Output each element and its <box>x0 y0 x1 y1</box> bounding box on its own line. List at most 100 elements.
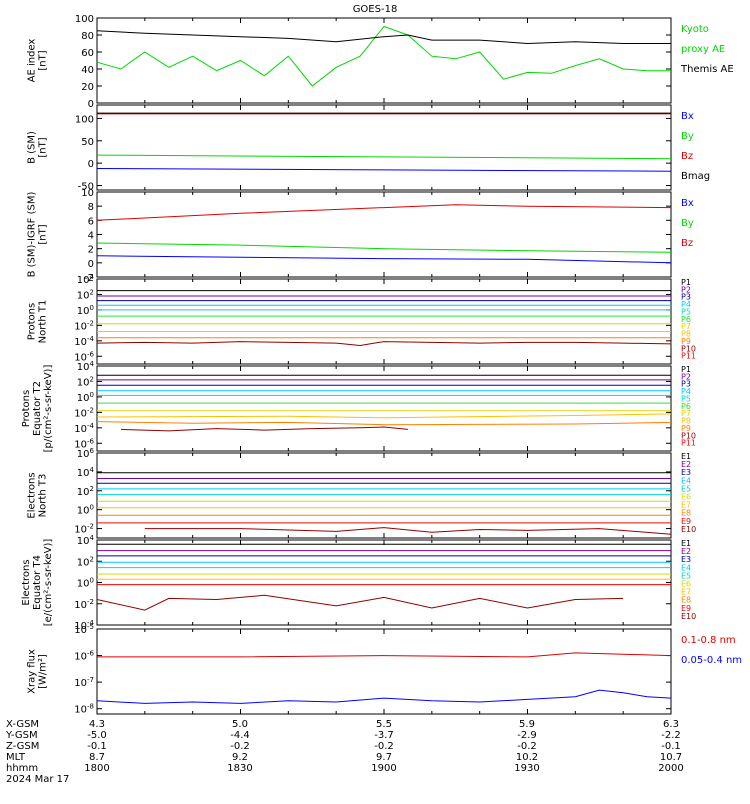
y-axis-label: [W/m²] <box>38 654 49 689</box>
legend-entry: P4 <box>681 387 691 396</box>
y-tick-label: 80 <box>81 31 94 42</box>
y-axis-label: [e/(cm²-s-sr-keV)] <box>43 539 54 627</box>
legend-entry: P4 <box>681 300 691 309</box>
y-axis-label: Protons <box>27 303 38 340</box>
y-tick-label: 10-2 <box>74 406 94 419</box>
y-tick-label: 8 <box>88 202 94 213</box>
footer-value: 1930 <box>514 763 539 774</box>
panel-frame-2 <box>96 104 672 191</box>
y-axis-label: Xray flux <box>27 649 38 694</box>
panel-frame-3 <box>96 191 672 278</box>
legend-entry: E7 <box>681 588 691 597</box>
footer-value: 10.7 <box>660 752 682 763</box>
panel-frame-8 <box>96 628 672 715</box>
y-axis-label: [nT] <box>38 50 49 70</box>
y-tick-label: 102 <box>77 485 94 498</box>
y-tick-label: 100 <box>77 391 94 404</box>
series-line-kyoto-proxy-ae <box>96 25 671 87</box>
panel-frame-5 <box>96 365 672 452</box>
footer-value: 10.2 <box>516 752 538 763</box>
footer-value: 6.3 <box>663 719 679 730</box>
footer-value: 1800 <box>84 763 109 774</box>
legend-entry: P5 <box>681 394 691 403</box>
legend-entry: E4 <box>681 476 691 485</box>
legend-entry: P9 <box>681 424 691 433</box>
series-line-p8 <box>96 413 672 419</box>
y-tick-label: 10-6 <box>74 650 94 663</box>
y-tick-label: 10-8 <box>74 703 94 716</box>
legend-entry: P7 <box>681 409 691 418</box>
legend-entry: E5 <box>681 484 691 493</box>
y-tick-label: 10 <box>81 188 94 199</box>
series-line-0-05-0-4-nm <box>96 689 672 704</box>
legend-entry: P1 <box>681 365 691 374</box>
legend-entry: P7 <box>681 322 691 331</box>
footer-row-label: X-GSM <box>6 719 39 730</box>
y-tick-label: 10-4 <box>74 422 94 435</box>
legend-entry: By <box>681 131 694 142</box>
y-tick-label: 102 <box>77 375 94 388</box>
y-tick-label: 0 <box>88 259 94 270</box>
y-tick-label: 60 <box>81 48 94 59</box>
legend-entry: E6 <box>681 493 691 502</box>
legend-entry: E9 <box>681 517 691 526</box>
y-tick-label: -50 <box>78 182 94 193</box>
footer-value: 4.3 <box>89 719 105 730</box>
y-tick-label: 10-4 <box>74 335 94 348</box>
panel-frame-4 <box>96 278 672 365</box>
legend-entry: Bx <box>681 111 694 122</box>
legend-entry: P9 <box>681 337 691 346</box>
footer-value: -2.2 <box>661 730 681 741</box>
y-tick-label: -2 <box>84 273 94 284</box>
legend-entry: Kyoto <box>681 24 709 35</box>
y-tick-label: 10-6 <box>74 350 94 363</box>
y-axis-label: Equator T2 <box>32 381 43 436</box>
legend-entry: 0.05-0.4 nm <box>681 655 742 666</box>
series-line-bz <box>96 204 672 221</box>
panel-frame-6 <box>96 452 672 539</box>
y-tick-label: 2 <box>88 245 94 256</box>
footer-value: -0.1 <box>87 741 107 752</box>
y-axis-label: AE index <box>27 39 38 83</box>
y-tick-label: 102 <box>77 555 94 568</box>
footer-value: 9.7 <box>376 752 392 763</box>
footer-value: 5.5 <box>376 719 392 730</box>
series-line-e9 <box>96 594 624 611</box>
y-tick-label: 100 <box>75 14 94 25</box>
y-tick-label: 10-5 <box>74 623 94 636</box>
y-tick-label: 10-2 <box>74 319 94 332</box>
legend-entry: E9 <box>681 604 691 613</box>
legend-entry: E1 <box>681 539 691 548</box>
legend-entry: E8 <box>681 509 691 518</box>
legend-entry: E5 <box>681 571 691 580</box>
legend-entry: P2 <box>681 372 691 381</box>
legend-entry: proxy AE <box>681 44 725 55</box>
y-tick-label: 104 <box>77 534 95 547</box>
legend-entry: P3 <box>681 380 691 389</box>
y-tick-label: 6 <box>88 216 94 227</box>
y-tick-label: 50 <box>81 137 94 148</box>
footer-date: 2024 Mar 17 <box>6 774 69 785</box>
footer-value: -0.2 <box>230 741 250 752</box>
legend-entry: E4 <box>681 563 691 572</box>
legend-entry: 0.1-0.8 nm <box>681 635 736 646</box>
footer-value: 8.7 <box>89 752 105 763</box>
legend-entry: Bz <box>681 151 693 162</box>
y-tick-label: 20 <box>81 82 94 93</box>
y-tick-label: 10-2 <box>74 523 94 536</box>
y-tick-label: 40 <box>81 65 94 76</box>
y-tick-label: 104 <box>77 360 95 373</box>
footer-value: 5.9 <box>519 719 535 730</box>
y-tick-label: 104 <box>77 273 95 286</box>
footer-value: -2.9 <box>517 730 537 741</box>
panel-frame-7 <box>96 539 672 626</box>
legend-entry: P5 <box>681 307 691 316</box>
legend-entry: E7 <box>681 501 691 510</box>
footer-value: -0.1 <box>661 741 681 752</box>
y-tick-label: 104 <box>77 466 95 479</box>
footer-value: -0.2 <box>517 741 537 752</box>
y-axis-label: Protons <box>21 390 32 427</box>
y-tick-label: 100 <box>75 114 94 125</box>
y-axis-label: Electrons <box>21 559 32 605</box>
